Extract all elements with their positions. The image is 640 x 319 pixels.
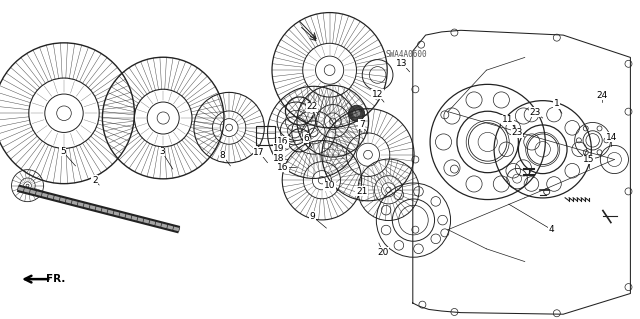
Text: 14: 14 <box>605 133 617 142</box>
Text: FR.: FR. <box>46 274 65 284</box>
Text: 15: 15 <box>583 155 595 164</box>
Text: 8: 8 <box>220 151 225 160</box>
Text: 11: 11 <box>502 115 513 124</box>
Text: 9: 9 <box>310 212 315 221</box>
Text: 20: 20 <box>377 248 388 256</box>
Text: 16: 16 <box>277 163 289 172</box>
Text: 16: 16 <box>277 137 289 146</box>
Text: 10: 10 <box>324 181 335 190</box>
Text: 21: 21 <box>356 187 367 196</box>
Text: 23: 23 <box>511 128 523 137</box>
Text: 12: 12 <box>372 90 383 99</box>
Text: 18: 18 <box>273 154 285 163</box>
Circle shape <box>353 109 360 117</box>
Text: 6: 6 <box>303 134 308 143</box>
Circle shape <box>349 105 365 121</box>
Text: 2: 2 <box>92 176 97 185</box>
Text: 24: 24 <box>596 91 607 100</box>
Text: SWA4A0600: SWA4A0600 <box>385 50 428 59</box>
Text: 3: 3 <box>159 147 164 156</box>
Text: 17: 17 <box>253 148 265 157</box>
Text: 23: 23 <box>529 108 541 117</box>
Text: 7: 7 <box>359 120 364 129</box>
Bar <box>256 126 275 145</box>
Text: 22: 22 <box>307 102 318 111</box>
Text: 19: 19 <box>273 144 285 152</box>
Text: 13: 13 <box>396 59 408 68</box>
Text: 1: 1 <box>554 99 559 108</box>
Text: 4: 4 <box>549 225 554 234</box>
Text: 5: 5 <box>60 147 65 156</box>
